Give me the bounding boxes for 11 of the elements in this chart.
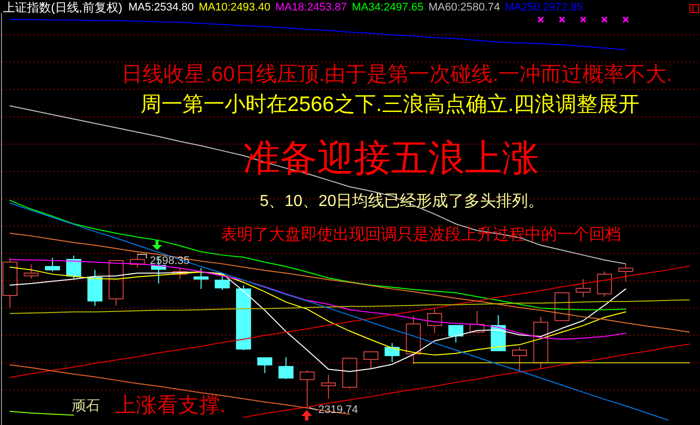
title: 上证指数(日线,前复权): [3, 0, 122, 14]
annotation: 顽石: [72, 397, 100, 413]
legend-item: MA18:2453.87: [275, 2, 347, 14]
annotation: 日线收星.60日线压顶.由于是第一次碰线.一冲而过概率不大.: [122, 63, 672, 86]
annotation: 上涨看支撑.: [115, 393, 226, 417]
legend-item: MA10:2493.40: [198, 2, 270, 14]
legend-item: MA34:2497.65: [352, 2, 424, 14]
legend-item: MA5:2534.80: [128, 2, 194, 14]
annotation: 周一第一小时在2566之下.三浪高点确立.四浪调整展开: [140, 93, 640, 116]
legend-item: MA250:2972.85: [505, 2, 583, 14]
legend-item: MA60:2580.74: [428, 2, 500, 14]
